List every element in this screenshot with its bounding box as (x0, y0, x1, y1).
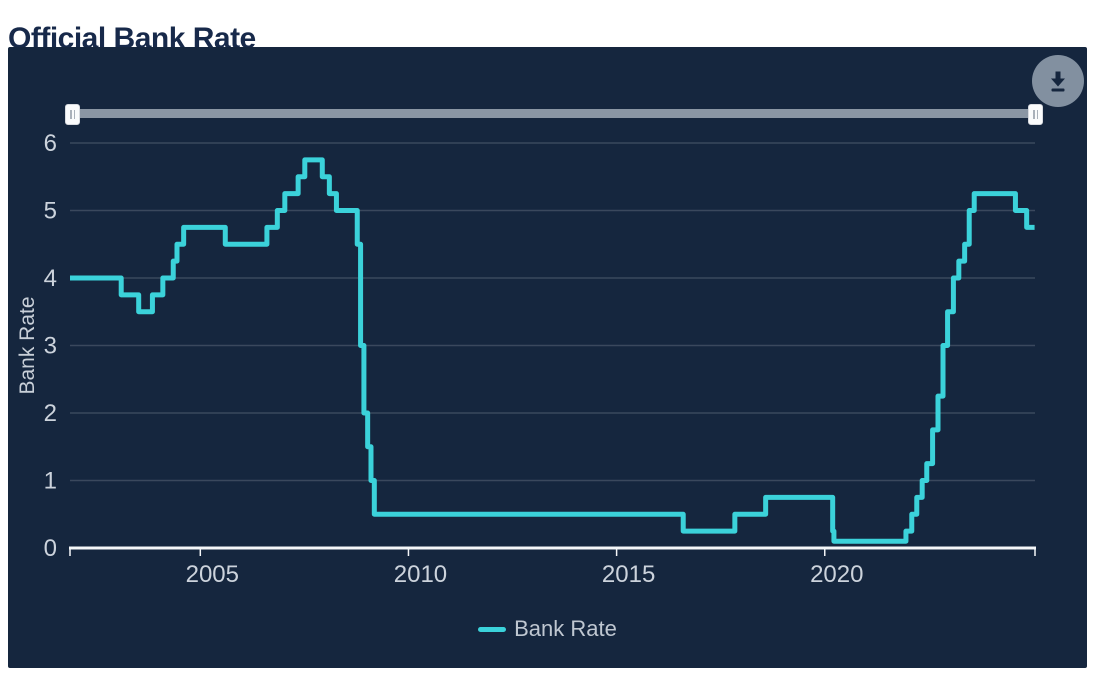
grip-line (73, 110, 75, 119)
y-axis-title: Bank Rate (16, 296, 39, 394)
x-axis-tick-label: 2020 (810, 561, 863, 588)
y-axis-tick-label: 1 (44, 468, 57, 495)
y-axis-tick-label: 5 (44, 198, 57, 225)
range-slider-right-handle[interactable] (1028, 104, 1043, 125)
range-slider-track[interactable] (72, 109, 1036, 118)
grip-line (1033, 110, 1035, 119)
legend-item-bank-rate[interactable]: Bank Rate (8, 616, 1087, 642)
legend-label: Bank Rate (514, 616, 617, 641)
y-axis-tick-label: 0 (44, 535, 57, 562)
y-axis-tick-label: 3 (44, 333, 57, 360)
x-axis-tick-label: 2010 (394, 561, 447, 588)
y-axis-tick-label: 6 (44, 130, 57, 157)
grip-line (70, 110, 72, 119)
bank-rate-line (70, 157, 1035, 544)
chart-panel: 0 1 2 3 4 5 6 2005 2010 2015 2020 Bank Rate Bank Ra… (8, 47, 1087, 668)
bank-rate-chart[interactable]: 0 1 2 3 4 5 6 2005 2010 2015 2020 Bank Rate (8, 47, 1087, 668)
download-button[interactable] (1032, 55, 1084, 107)
grip-line (1036, 110, 1038, 119)
range-slider-left-handle[interactable] (65, 104, 80, 125)
download-icon (1045, 68, 1071, 94)
x-axis-tick-label: 2005 (186, 561, 239, 588)
y-axis-tick-label: 4 (44, 265, 57, 292)
y-axis-tick-label: 2 (44, 400, 57, 427)
legend-line-swatch (478, 626, 507, 632)
x-axis-tick-label: 2015 (602, 561, 655, 588)
